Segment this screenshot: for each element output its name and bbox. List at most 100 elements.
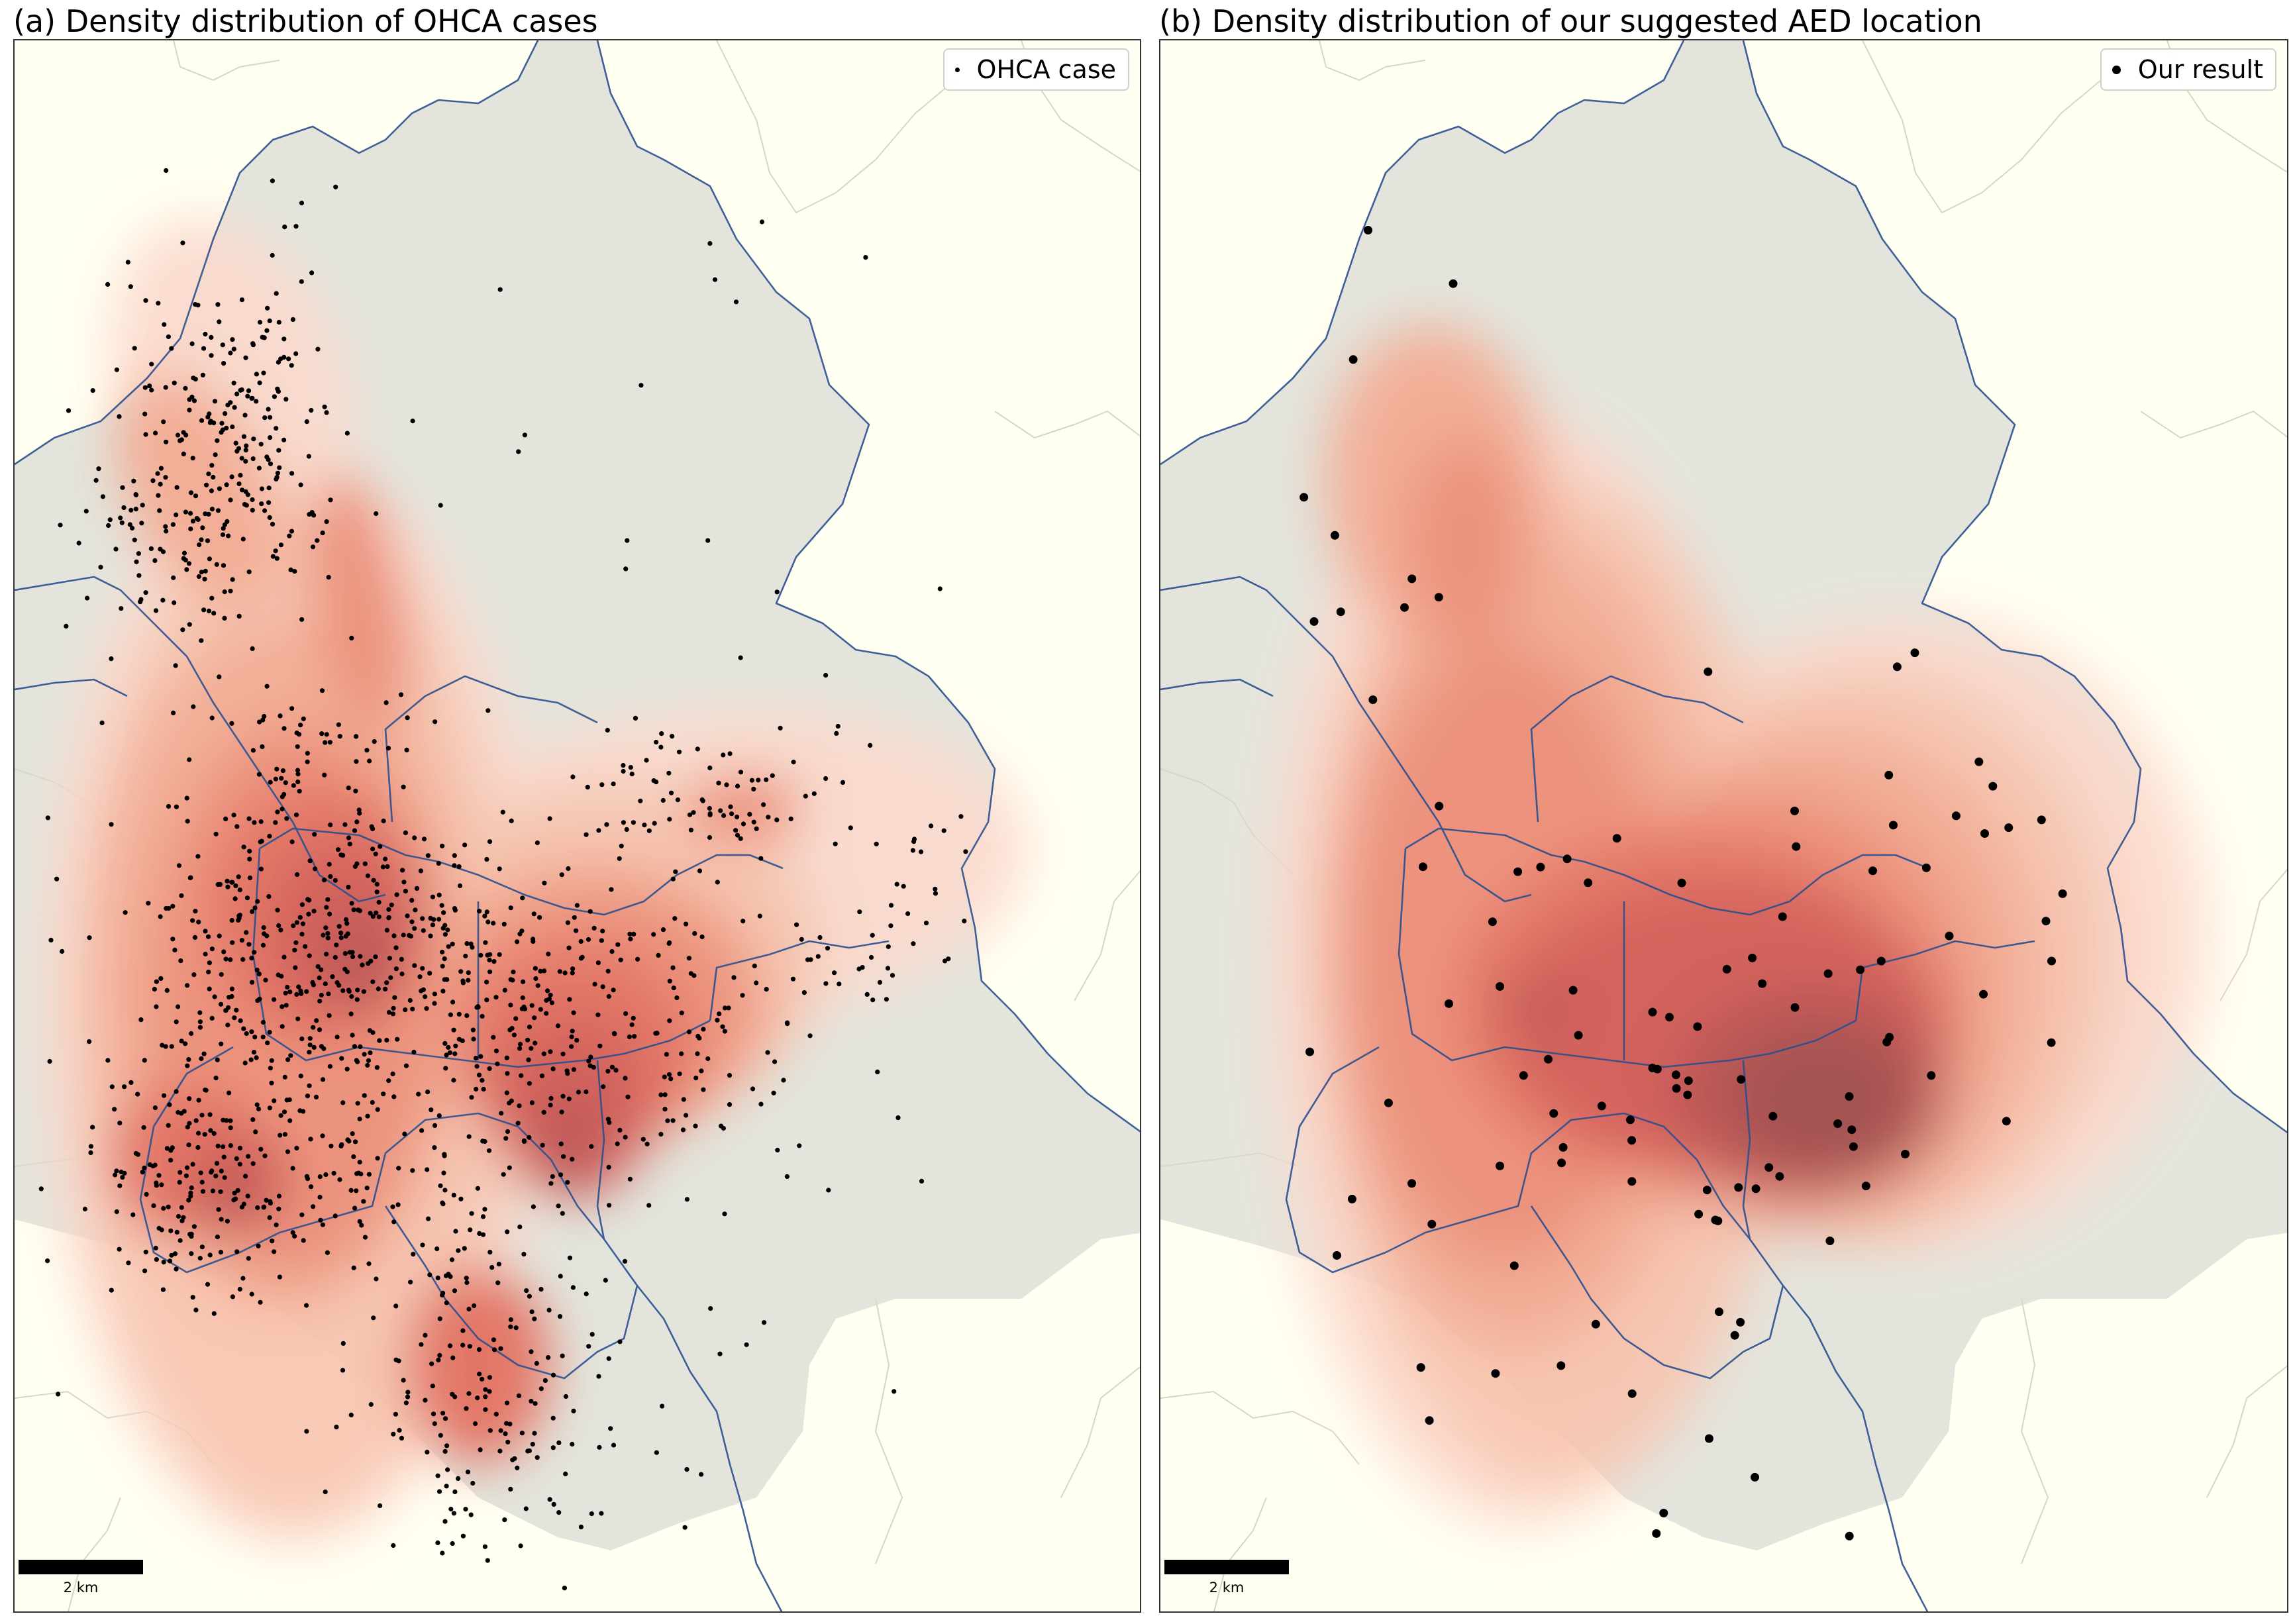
ohca-point <box>484 856 489 862</box>
ohca-point <box>442 1448 448 1454</box>
ohca-point <box>215 1143 221 1148</box>
ohca-point <box>629 1022 635 1027</box>
ohca-point <box>200 372 205 378</box>
ohca-point <box>470 944 475 950</box>
ohca-point <box>365 1113 370 1119</box>
ohca-point <box>360 962 365 968</box>
ohca-point <box>268 1201 273 1206</box>
ohca-point <box>343 917 349 922</box>
ohca-point <box>305 750 310 756</box>
ohca-point <box>260 1035 266 1040</box>
ohca-point <box>176 1213 181 1219</box>
ohca-point <box>184 1165 190 1170</box>
ohca-point <box>307 1036 313 1041</box>
ohca-point <box>550 1066 556 1072</box>
ohca-point <box>419 1342 424 1347</box>
ohca-point <box>374 1065 380 1070</box>
ohca-point <box>248 1057 254 1062</box>
ohca-point <box>420 966 425 971</box>
ohca-point <box>338 935 344 940</box>
ohca-point <box>421 928 426 933</box>
ohca-point <box>825 946 831 951</box>
ohca-point <box>774 589 780 595</box>
ohca-point <box>258 839 263 844</box>
ohca-point <box>527 1081 533 1086</box>
ohca-point <box>440 949 445 955</box>
ohca-point <box>464 1013 470 1018</box>
map-b[interactable]: Our result 2 km <box>1159 39 2288 1613</box>
ohca-point <box>325 1250 330 1255</box>
ohca-point <box>735 784 740 789</box>
ohca-point <box>362 1235 368 1240</box>
minor-road <box>173 40 280 81</box>
ohca-point <box>606 1356 611 1361</box>
ohca-point <box>260 942 266 948</box>
minor-road <box>1160 1152 1300 1167</box>
ohca-point <box>187 511 193 516</box>
ohca-point <box>757 913 762 919</box>
ohca-point <box>351 1154 356 1159</box>
ohca-point <box>507 1165 512 1170</box>
ohca-point <box>489 1265 495 1270</box>
ohca-point <box>597 1043 603 1048</box>
district-boundary <box>1530 675 1744 823</box>
ohca-point <box>229 986 234 991</box>
ohca-point <box>219 1041 224 1046</box>
ohca-point <box>529 1349 534 1354</box>
ohca-point <box>430 922 436 927</box>
ohca-point <box>527 1135 532 1140</box>
aed-point <box>1672 1070 1680 1080</box>
ohca-point <box>599 1511 604 1516</box>
ohca-point <box>380 864 386 870</box>
ohca-point <box>905 911 911 917</box>
ohca-point <box>215 1234 220 1240</box>
ohca-point <box>451 1192 456 1197</box>
ohca-point <box>547 1497 552 1502</box>
aed-point <box>1574 1031 1583 1040</box>
ohca-point <box>487 1066 492 1071</box>
panel-a-title: (a) Density distribution of OHCA cases <box>13 3 598 39</box>
ohca-point <box>249 1292 254 1297</box>
ohca-point <box>287 533 292 538</box>
density-contour <box>538 1093 604 1186</box>
ohca-point <box>163 475 168 480</box>
ohca-point <box>794 922 799 927</box>
ohca-point <box>130 525 135 531</box>
ohca-point <box>215 882 221 888</box>
district-boundary <box>596 40 1140 1133</box>
ohca-point <box>498 1346 503 1351</box>
ohca-point <box>453 1229 458 1234</box>
ohca-point <box>301 1238 306 1243</box>
ohca-point <box>911 941 916 946</box>
minor-road <box>1160 1390 1360 1465</box>
ohca-point <box>201 1051 207 1056</box>
ohca-point <box>611 1031 617 1036</box>
ohca-point <box>480 1214 486 1219</box>
map-b-density-layer <box>1266 325 2207 1524</box>
ohca-point <box>405 1390 411 1395</box>
aed-point <box>1715 1307 1723 1317</box>
ohca-point <box>142 1268 148 1274</box>
ohca-point <box>234 1156 239 1161</box>
ohca-point <box>533 1401 538 1406</box>
ohca-point <box>485 708 491 713</box>
ohca-point <box>249 956 254 961</box>
map-a-ohca-points <box>38 168 968 1591</box>
aed-point <box>1332 1251 1341 1260</box>
aed-point <box>2002 1117 2011 1126</box>
ohca-point <box>377 1038 382 1043</box>
ohca-point <box>393 1303 399 1309</box>
ohca-point <box>283 1003 289 1008</box>
ohca-point <box>399 1435 405 1441</box>
ohca-point <box>172 380 177 385</box>
ohca-point <box>384 927 390 933</box>
ohca-point <box>258 1146 264 1152</box>
ohca-point <box>307 1050 312 1055</box>
ohca-point <box>448 1274 453 1280</box>
ohca-point <box>676 749 682 754</box>
ohca-point <box>254 1055 259 1060</box>
ohca-point <box>346 786 351 791</box>
map-a[interactable]: OHCA case 2 km <box>13 39 1141 1613</box>
ohca-point <box>334 1425 339 1430</box>
ohca-point <box>533 976 538 982</box>
